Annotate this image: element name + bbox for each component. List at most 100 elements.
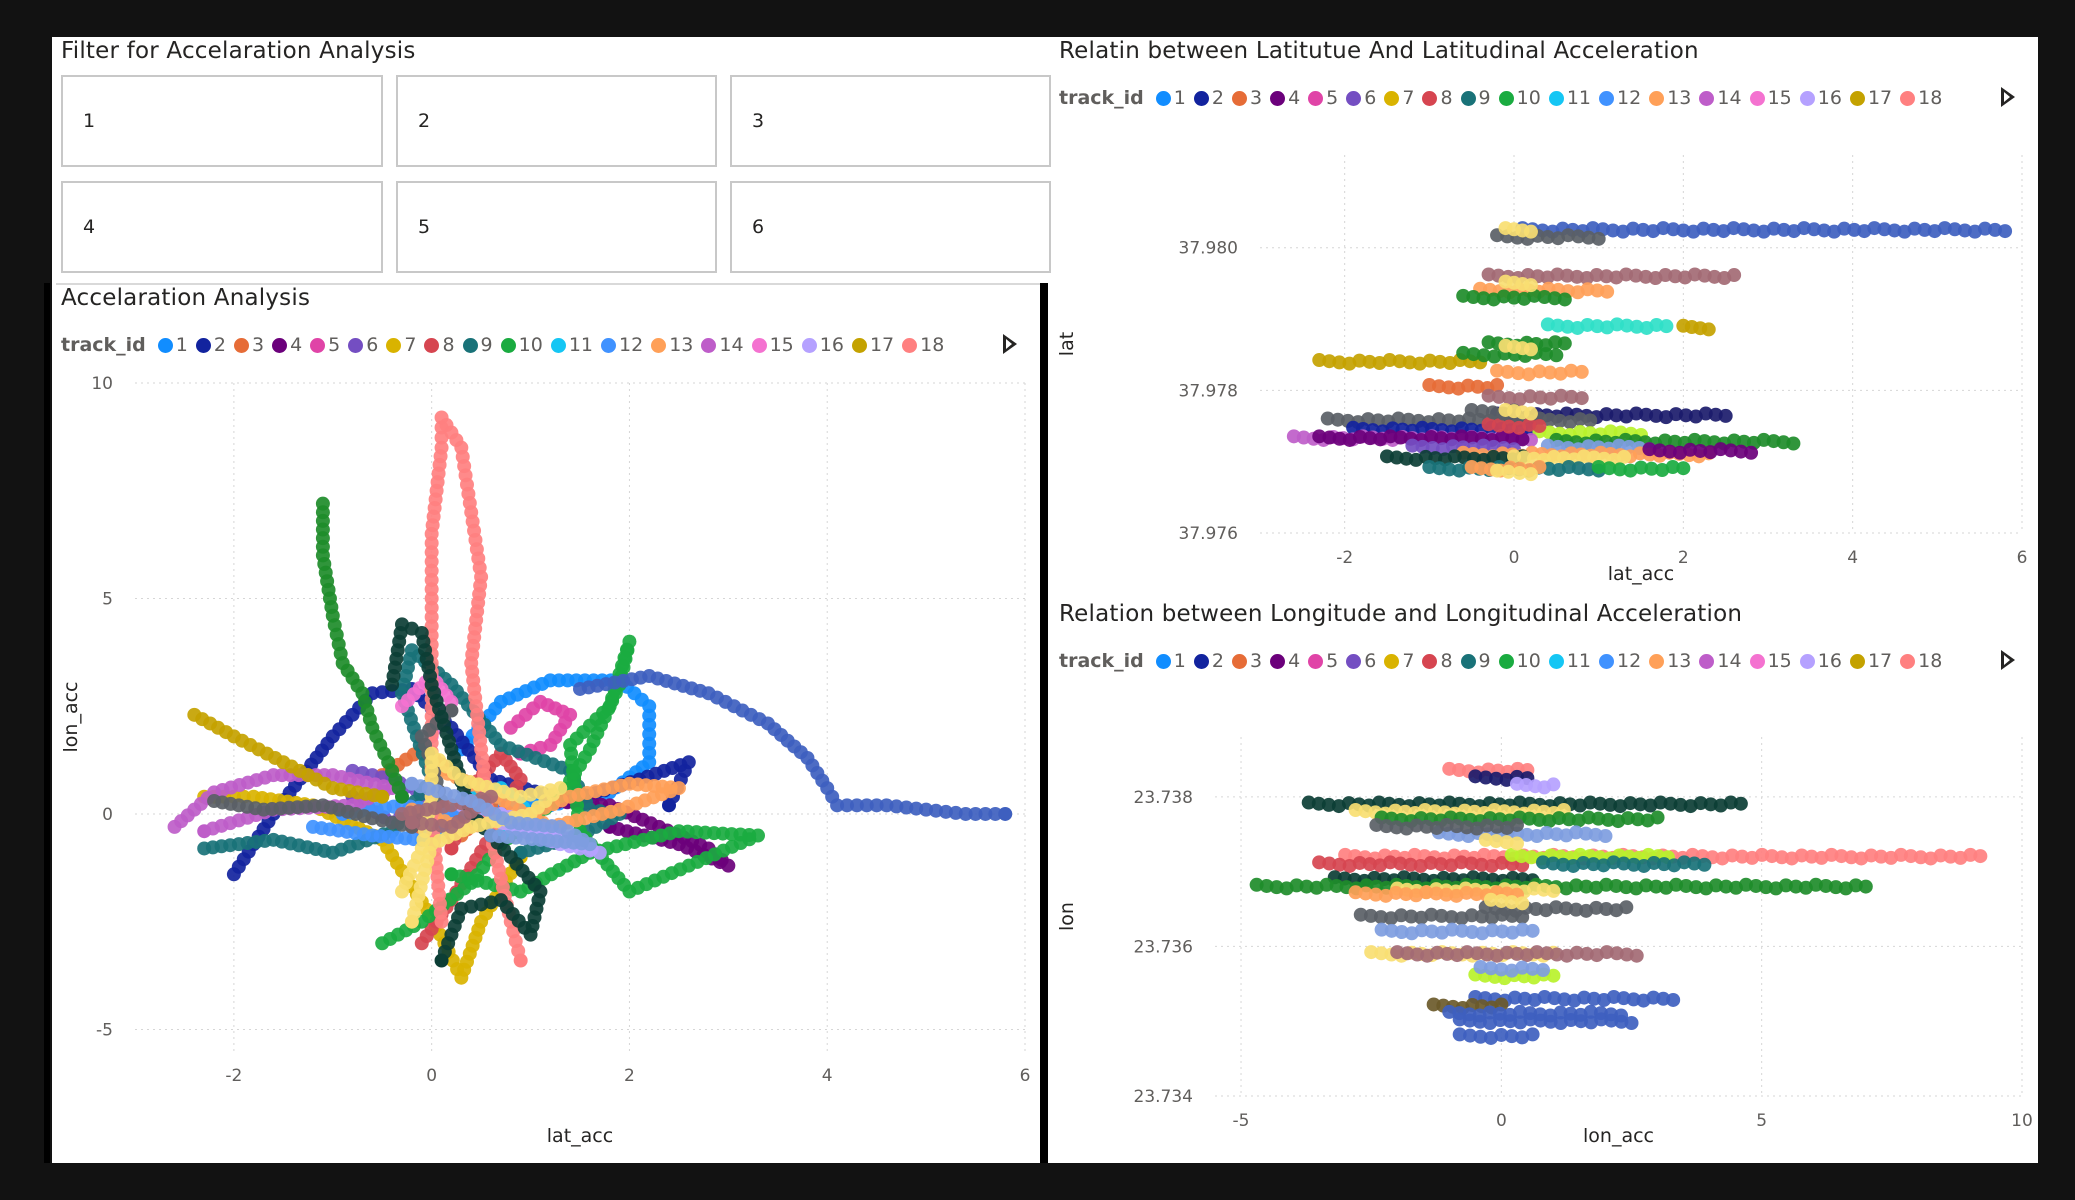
legend-item-15[interactable]: 15 <box>1749 650 1792 672</box>
legend-item-13[interactable]: 13 <box>651 334 693 356</box>
legend-item-17[interactable]: 17 <box>1849 87 1892 109</box>
data-point[interactable] <box>434 440 449 455</box>
legend-item-18[interactable]: 18 <box>1900 87 1942 109</box>
legend-item-6[interactable]: 6 <box>1346 87 1376 109</box>
legend-item-17[interactable]: 17 <box>1849 650 1892 672</box>
legend-item-12[interactable]: 12 <box>601 334 643 356</box>
legend-item-11[interactable]: 11 <box>550 334 593 356</box>
legend-item-8[interactable]: 8 <box>1422 87 1453 109</box>
data-point[interactable] <box>1546 777 1561 792</box>
legend-item-1[interactable]: 1 <box>1155 87 1186 109</box>
legend-item-2[interactable]: 2 <box>1193 650 1224 672</box>
legend-item-7[interactable]: 7 <box>386 334 416 356</box>
legend-item-16[interactable]: 16 <box>1799 650 1842 672</box>
data-point[interactable] <box>1598 829 1613 844</box>
legend-item-2[interactable]: 2 <box>195 334 226 356</box>
legend-item-9[interactable]: 9 <box>462 334 493 356</box>
legend-item-13[interactable]: 13 <box>1649 650 1691 672</box>
legend-item-14[interactable]: 14 <box>1699 87 1742 109</box>
data-point[interactable] <box>1629 948 1644 963</box>
legend-item-6[interactable]: 6 <box>348 334 378 356</box>
lon-play-axis-icon[interactable] <box>2001 650 2015 670</box>
data-point[interactable] <box>395 789 409 804</box>
data-point[interactable] <box>1697 857 1712 872</box>
legend-item-1[interactable]: 1 <box>1155 650 1186 672</box>
data-point[interactable] <box>1858 879 1873 894</box>
legend-item-9[interactable]: 9 <box>1460 650 1491 672</box>
slicer-tile-4[interactable]: 4 <box>61 181 383 273</box>
legend-item-8[interactable]: 8 <box>424 334 455 356</box>
legend-item-5[interactable]: 5 <box>310 334 340 356</box>
slicer-tile-3[interactable]: 3 <box>730 75 1051 167</box>
legend-item-4[interactable]: 4 <box>1270 650 1300 672</box>
legend-item-16[interactable]: 16 <box>1799 87 1842 109</box>
legend-item-18[interactable]: 18 <box>1900 650 1942 672</box>
data-point[interactable] <box>1624 1016 1639 1031</box>
legend-item-3[interactable]: 3 <box>1231 650 1262 672</box>
data-point[interactable] <box>840 798 854 813</box>
slicer-tile-6[interactable]: 6 <box>730 181 1051 273</box>
data-point[interactable] <box>869 798 884 813</box>
legend-item-5[interactable]: 5 <box>1308 87 1338 109</box>
lat-play-axis-icon[interactable] <box>2001 87 2015 107</box>
legend-item-9[interactable]: 9 <box>1460 87 1491 109</box>
legend-item-16[interactable]: 16 <box>801 334 844 356</box>
legend-item-17[interactable]: 17 <box>851 334 894 356</box>
legend-item-5[interactable]: 5 <box>1308 650 1338 672</box>
data-point[interactable] <box>444 867 459 882</box>
data-point[interactable] <box>1733 796 1748 811</box>
legend-item-8[interactable]: 8 <box>1422 650 1453 672</box>
legend-item-15[interactable]: 15 <box>1749 87 1792 109</box>
legend-item-12[interactable]: 12 <box>1599 87 1641 109</box>
data-point[interactable] <box>197 824 212 839</box>
data-point[interactable] <box>998 806 1013 821</box>
legend-item-10[interactable]: 10 <box>500 334 543 356</box>
legend-item-11[interactable]: 11 <box>1548 650 1591 672</box>
legend-item-15[interactable]: 15 <box>751 334 794 356</box>
data-point[interactable] <box>662 798 676 813</box>
legend-item-4[interactable]: 4 <box>1270 87 1300 109</box>
data-point[interactable] <box>849 798 864 813</box>
data-point[interactable] <box>444 703 459 718</box>
data-point[interactable] <box>513 953 528 968</box>
legend-item-2[interactable]: 2 <box>1193 87 1224 109</box>
data-point[interactable] <box>375 789 390 804</box>
data-point[interactable] <box>1525 923 1540 938</box>
slicer-tile-2[interactable]: 2 <box>396 75 717 167</box>
legend-item-13[interactable]: 13 <box>1649 87 1691 109</box>
legend-item-6[interactable]: 6 <box>1346 650 1376 672</box>
slicer-tile-5[interactable]: 5 <box>396 181 717 273</box>
legend-item-7[interactable]: 7 <box>1384 650 1414 672</box>
data-point[interactable] <box>968 806 983 821</box>
legend-item-14[interactable]: 14 <box>1699 650 1742 672</box>
legend-item-14[interactable]: 14 <box>701 334 744 356</box>
data-point[interactable] <box>1525 1027 1540 1042</box>
data-point[interactable] <box>1515 910 1530 925</box>
legend-item-4[interactable]: 4 <box>272 334 302 356</box>
data-point[interactable] <box>1515 896 1530 911</box>
legend-item-12[interactable]: 12 <box>1599 650 1641 672</box>
data-point[interactable] <box>830 798 845 813</box>
data-point[interactable] <box>1536 963 1551 978</box>
legend-item-3[interactable]: 3 <box>1231 87 1262 109</box>
data-point[interactable] <box>988 806 1003 821</box>
legend-item-10[interactable]: 10 <box>1498 650 1541 672</box>
data-point[interactable] <box>1509 836 1524 851</box>
data-point[interactable] <box>444 841 459 856</box>
legend-item-18[interactable]: 18 <box>902 334 944 356</box>
legend-item-7[interactable]: 7 <box>1384 87 1414 109</box>
accel-play-axis-icon[interactable] <box>1003 334 1017 354</box>
legend-item-1[interactable]: 1 <box>157 334 188 356</box>
data-point[interactable] <box>1650 810 1665 825</box>
legend-item-11[interactable]: 11 <box>1548 87 1591 109</box>
data-point[interactable] <box>1546 883 1561 898</box>
legend-item-10[interactable]: 10 <box>1498 87 1541 109</box>
data-point[interactable] <box>978 806 993 821</box>
legend-item-3[interactable]: 3 <box>233 334 264 356</box>
data-point[interactable] <box>1666 992 1681 1007</box>
data-point[interactable] <box>1509 817 1524 832</box>
data-point[interactable] <box>958 806 973 821</box>
data-point[interactable] <box>859 798 874 813</box>
data-point[interactable] <box>1619 900 1634 915</box>
data-point[interactable] <box>1973 849 1988 864</box>
